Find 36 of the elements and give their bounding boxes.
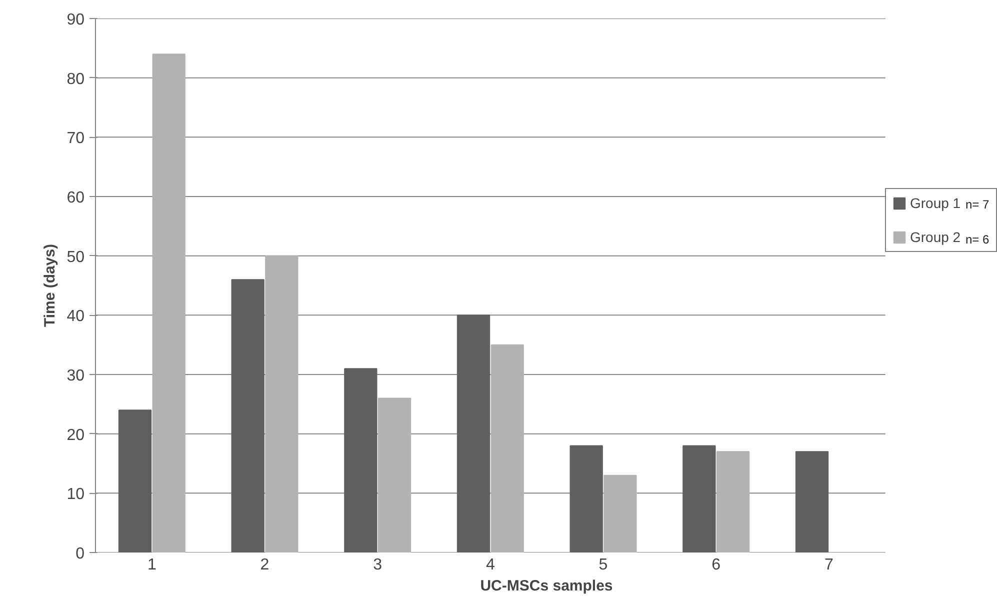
bar xyxy=(344,368,378,552)
y-tick-label: 40 xyxy=(66,308,85,326)
bar xyxy=(118,410,152,552)
y-tick-label: 0 xyxy=(76,546,85,562)
bar xyxy=(231,279,264,552)
legend-label: Group 2 xyxy=(910,229,961,245)
bar xyxy=(716,451,750,552)
y-tick-label: 30 xyxy=(66,368,85,384)
y-tick-label: 10 xyxy=(66,486,85,504)
x-tick-label: 2 xyxy=(260,556,270,574)
bar xyxy=(490,344,524,552)
x-tick-label: 5 xyxy=(598,556,608,574)
legend-label: Group 1 xyxy=(910,195,961,211)
y-tick-label: 70 xyxy=(66,130,85,148)
y-axis-title: Time (days) xyxy=(42,244,59,328)
bar xyxy=(152,54,186,552)
bar xyxy=(378,398,412,552)
y-tick-label: 20 xyxy=(66,426,85,444)
x-tick-label: 3 xyxy=(373,556,382,574)
y-tick-label: 90 xyxy=(66,12,85,28)
bar xyxy=(795,451,829,552)
bar xyxy=(570,445,603,552)
bar xyxy=(682,445,716,552)
bar xyxy=(456,314,490,552)
x-tick-label: 4 xyxy=(486,556,495,574)
y-tick-label: 60 xyxy=(66,190,85,206)
x-tick-label: 1 xyxy=(147,556,156,574)
x-tick-label: 7 xyxy=(824,556,834,574)
y-tick-label: 50 xyxy=(66,248,85,266)
y-tick-label: 80 xyxy=(66,70,85,88)
text: n= 7 xyxy=(966,198,990,212)
text: n= 6 xyxy=(966,232,990,246)
bar xyxy=(604,474,637,552)
x-axis-title: UC-MSCs samples xyxy=(480,578,613,594)
bar xyxy=(265,255,298,552)
x-tick-label: 6 xyxy=(712,556,721,574)
